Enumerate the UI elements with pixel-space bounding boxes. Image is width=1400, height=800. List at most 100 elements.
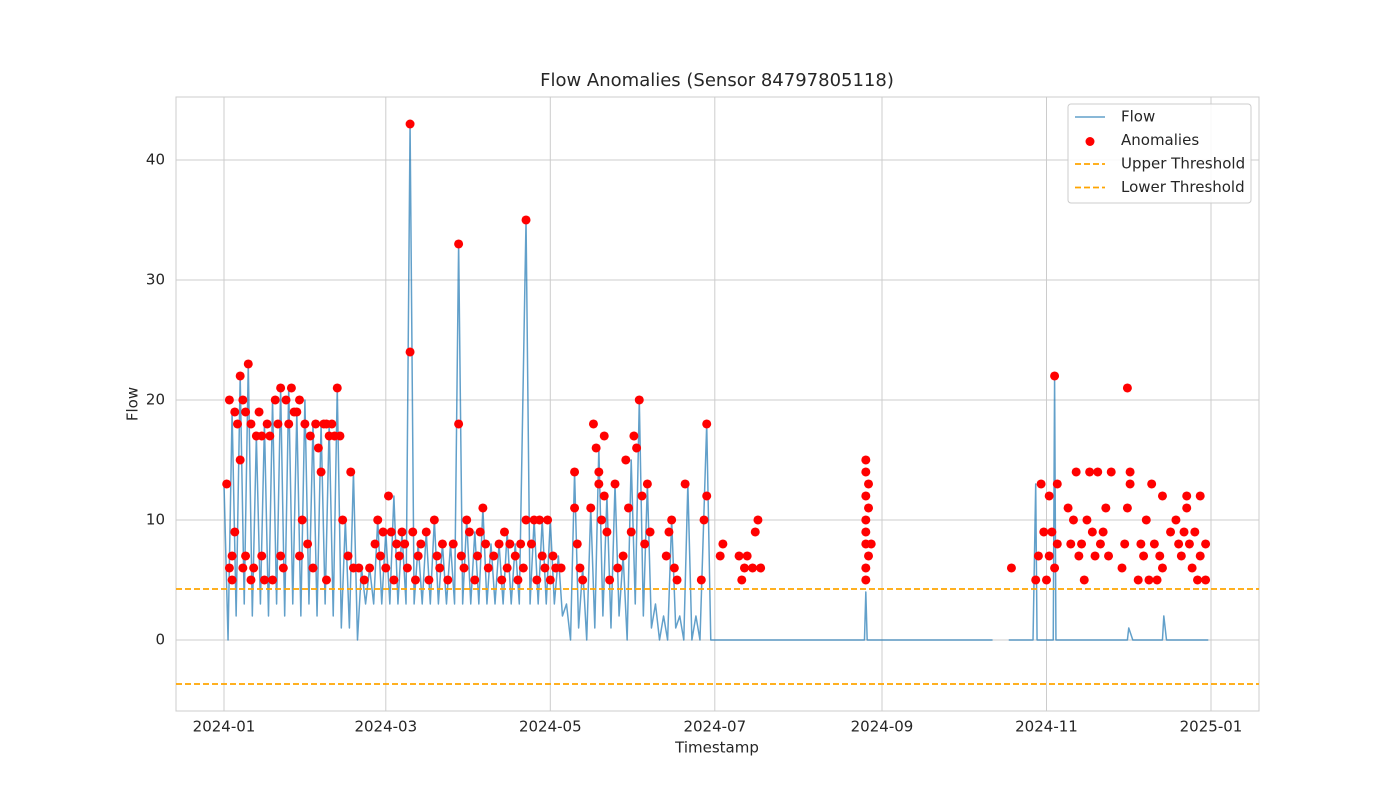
anomaly-point: [1047, 527, 1057, 537]
anomaly-point: [232, 419, 242, 429]
legend-box: [1067, 103, 1252, 204]
anomaly-point: [478, 503, 488, 513]
anomaly-point: [667, 515, 677, 525]
anomaly-point: [699, 515, 709, 525]
anomaly-point: [588, 419, 598, 429]
anomaly-point: [365, 563, 375, 573]
anomaly-point: [308, 563, 318, 573]
anomaly-point: [230, 527, 240, 537]
anomaly-point: [437, 539, 447, 549]
anomaly-point: [864, 503, 874, 513]
anomaly-point: [864, 479, 874, 489]
anomaly-point: [513, 575, 523, 585]
anomaly-point: [1176, 551, 1186, 561]
anomaly-point: [629, 431, 639, 441]
anomaly-point: [405, 347, 415, 357]
anomaly-point: [861, 563, 871, 573]
anomaly-point: [702, 491, 712, 501]
anomaly-point: [742, 551, 752, 561]
anomaly-point: [429, 515, 439, 525]
anomaly-point: [632, 443, 642, 453]
anomaly-point: [292, 407, 302, 417]
anomaly-point: [413, 551, 423, 561]
chart-title: Flow Anomalies (Sensor 84797805118): [540, 70, 894, 91]
anomaly-point: [861, 455, 871, 465]
anomaly-point: [238, 395, 248, 405]
anomaly-point: [1063, 503, 1073, 513]
anomaly-point: [756, 563, 766, 573]
anomaly-point: [378, 527, 388, 537]
anomaly-point: [578, 575, 588, 585]
anomaly-point: [410, 575, 420, 585]
anomaly-point: [1141, 515, 1151, 525]
anomaly-point: [669, 563, 679, 573]
anomaly-point: [521, 515, 531, 525]
anomaly-point: [295, 551, 305, 561]
anomaly-point: [1187, 563, 1197, 573]
anomaly-point: [556, 563, 566, 573]
x-tick-label: 2024-09: [851, 718, 914, 736]
anomaly-point: [570, 503, 580, 513]
anomaly-point: [1201, 539, 1211, 549]
anomaly-point: [1152, 575, 1162, 585]
anomaly-point: [1147, 479, 1157, 489]
anomaly-point: [273, 419, 283, 429]
anomaly-point: [1101, 503, 1111, 513]
anomaly-point: [270, 395, 280, 405]
anomaly-point: [408, 527, 418, 537]
anomaly-point: [545, 575, 555, 585]
anomaly-point: [1050, 371, 1060, 381]
anomaly-point: [1144, 575, 1154, 585]
anomaly-point: [464, 527, 474, 537]
anomaly-point: [416, 539, 426, 549]
anomaly-point: [645, 527, 655, 537]
anomaly-point: [1066, 539, 1076, 549]
anomaly-point: [605, 575, 615, 585]
anomaly-point: [321, 575, 331, 585]
anomaly-point: [235, 455, 245, 465]
x-tick-label: 2024-03: [354, 718, 417, 736]
anomaly-point: [497, 575, 507, 585]
anomaly-point: [313, 443, 323, 453]
anomaly-point: [1071, 467, 1081, 477]
anomaly-point: [505, 539, 515, 549]
anomaly-point: [241, 407, 251, 417]
anomaly-point: [259, 575, 269, 585]
anomaly-point: [470, 575, 480, 585]
anomaly-point: [424, 575, 434, 585]
anomaly-point: [354, 563, 364, 573]
anomaly-point: [421, 527, 431, 537]
anomaly-point: [634, 395, 644, 405]
anomaly-point: [346, 467, 356, 477]
anomaly-point: [1074, 551, 1084, 561]
anomaly-point: [543, 515, 553, 525]
anomaly-point: [373, 515, 383, 525]
y-tick-label: 30: [146, 270, 165, 288]
anomaly-point: [1182, 491, 1192, 501]
anomaly-point: [499, 527, 509, 537]
anomaly-point: [316, 467, 326, 477]
flow-line: [223, 123, 1209, 641]
anomaly-point: [532, 575, 542, 585]
anomaly-point: [394, 551, 404, 561]
anomaly-point: [475, 527, 485, 537]
anomaly-point: [246, 419, 256, 429]
anomaly-point: [594, 479, 604, 489]
anomaly-point: [594, 467, 604, 477]
anomaly-point: [483, 563, 493, 573]
anomaly-point: [456, 551, 466, 561]
anomaly-point: [254, 407, 264, 417]
anomaly-point: [224, 395, 234, 405]
anomaly-point: [389, 575, 399, 585]
anomaly-point: [227, 551, 237, 561]
anomaly-point: [343, 551, 353, 561]
anomaly-point: [1104, 551, 1114, 561]
anomaly-point: [284, 419, 294, 429]
anomaly-point: [1068, 515, 1078, 525]
anomaly-point: [1098, 527, 1108, 537]
anomaly-point: [1033, 551, 1043, 561]
anomaly-point: [518, 563, 528, 573]
anomaly-point: [384, 491, 394, 501]
anomaly-point: [1122, 383, 1132, 393]
anomaly-point: [575, 563, 585, 573]
